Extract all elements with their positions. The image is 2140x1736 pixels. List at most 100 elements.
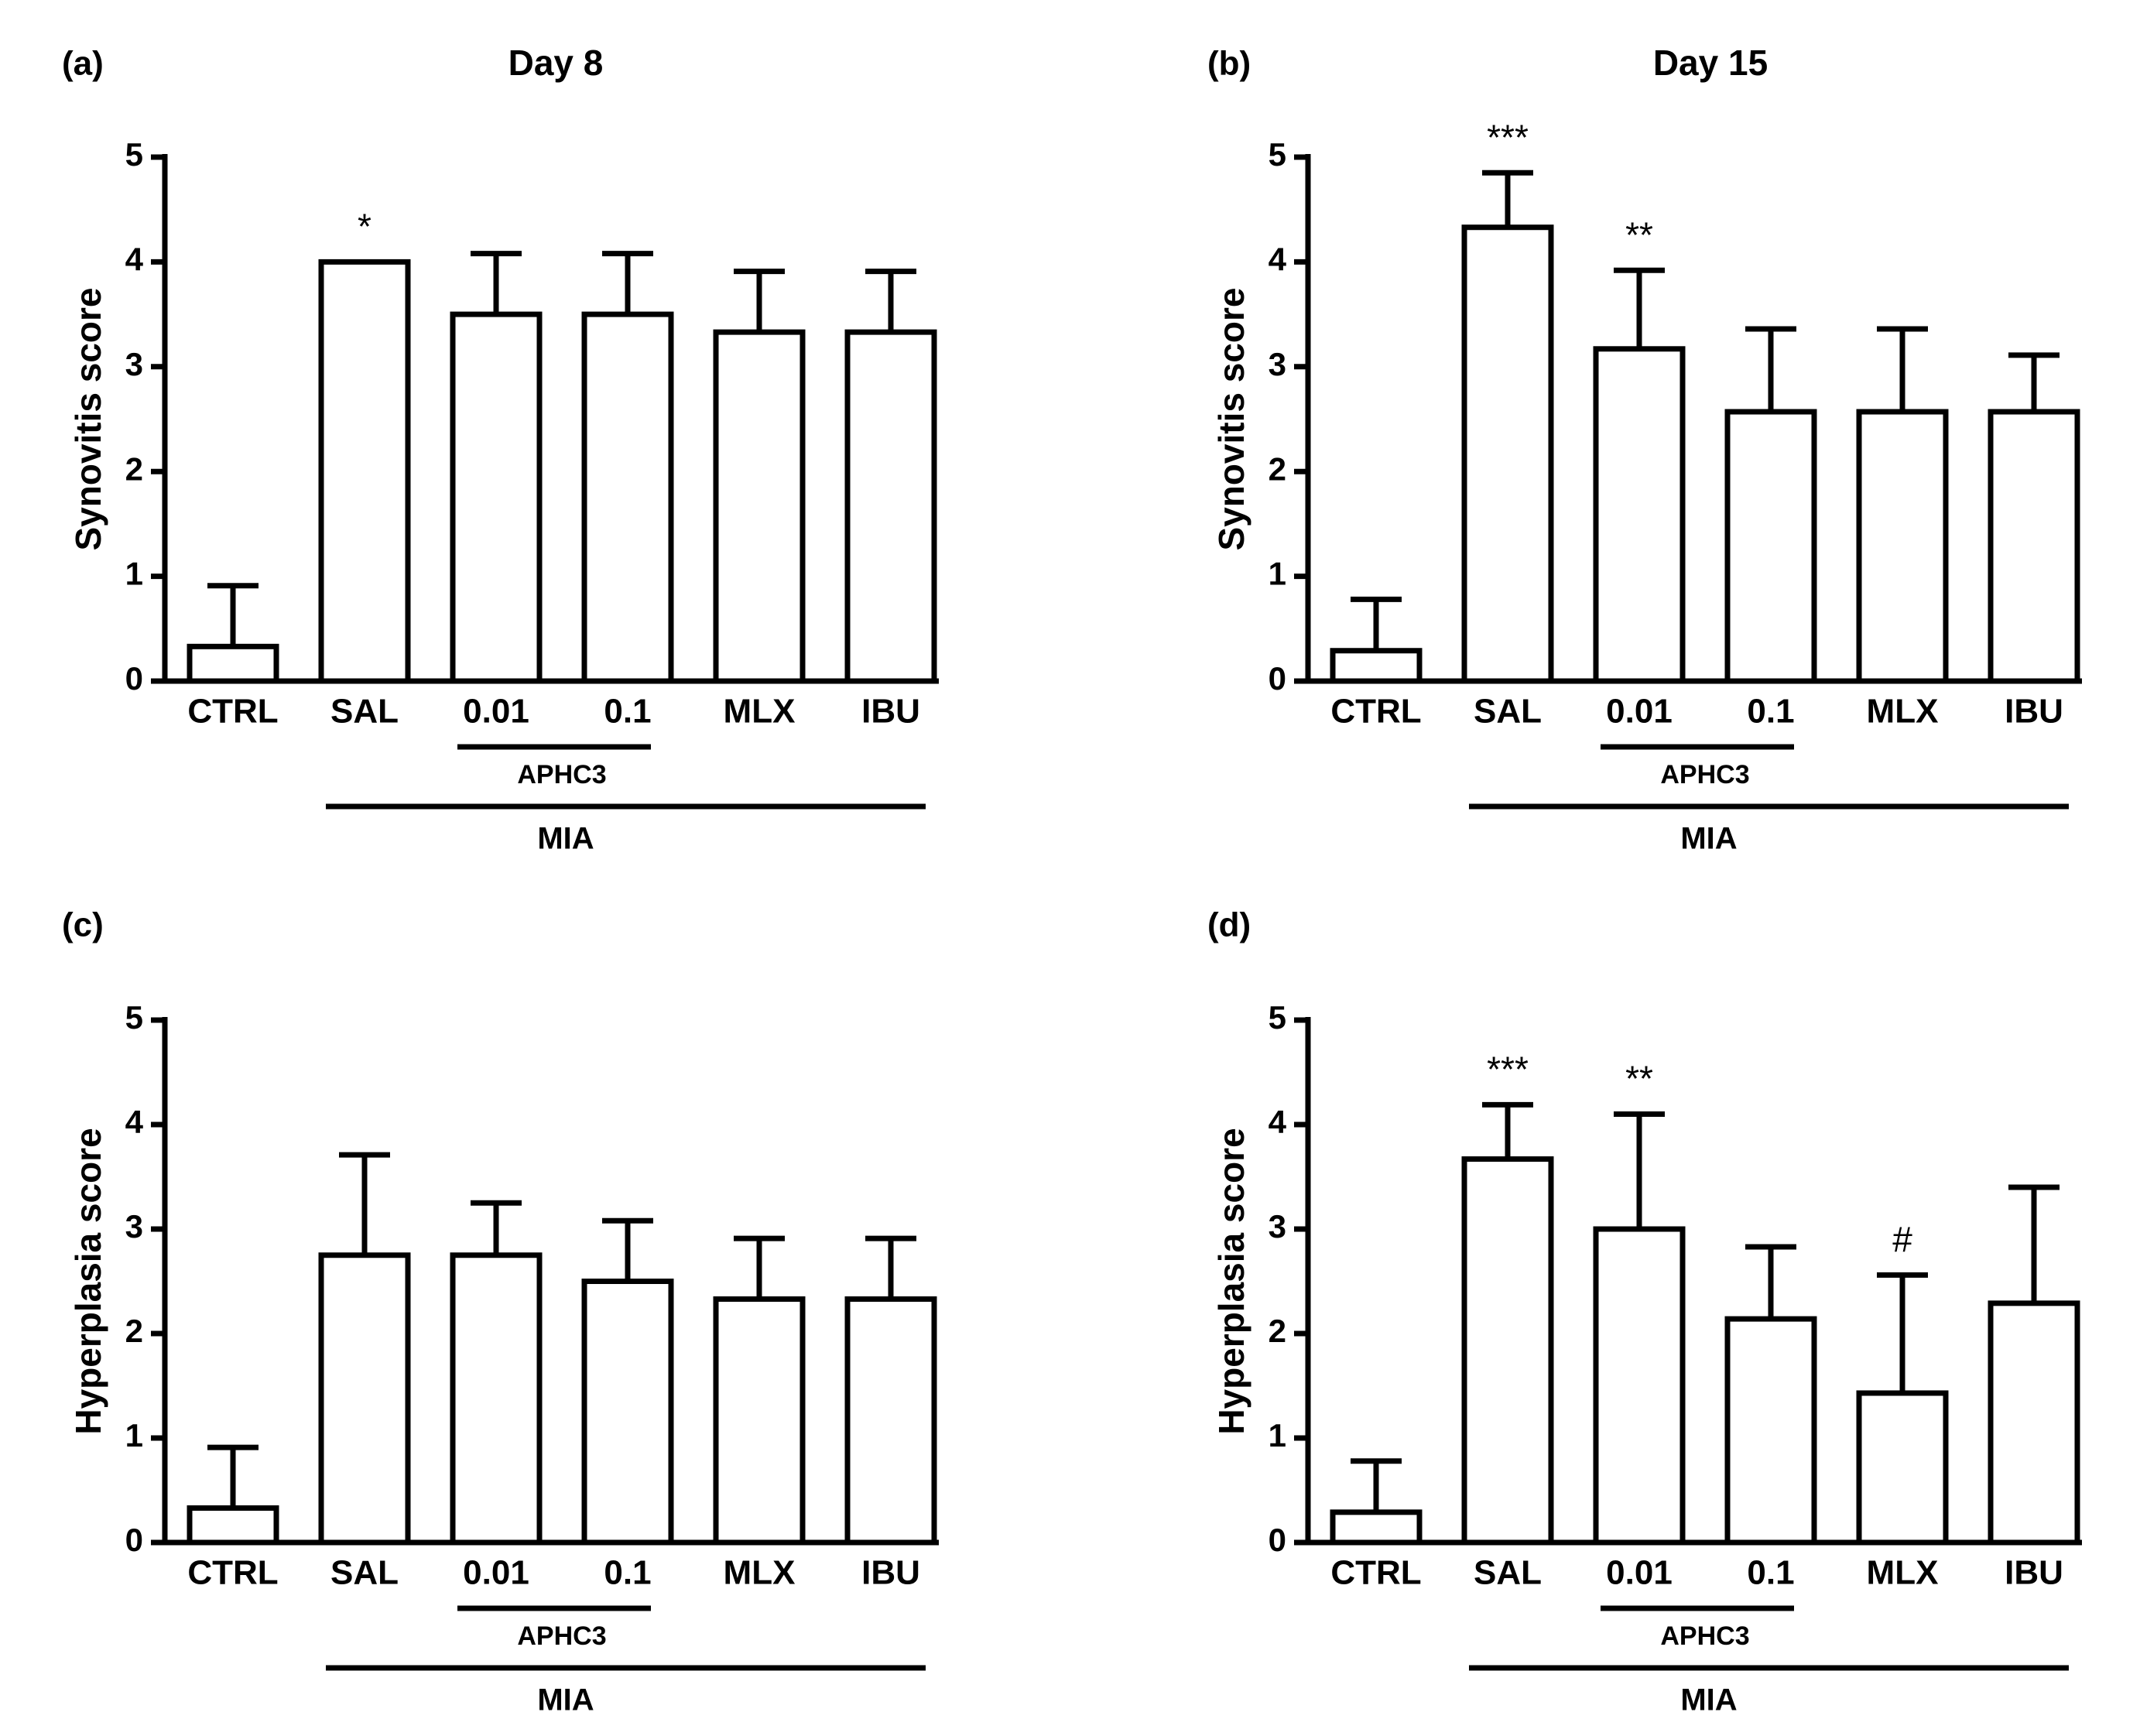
chart-panel-3: (c) Hyperplasia score 0 1 2 3 4 5 CTRL SAL 0.01 0.1…	[62, 906, 939, 1717]
significance-label: #	[1892, 1220, 1912, 1260]
bar	[713, 1296, 806, 1546]
y-tick-label: 0	[125, 660, 143, 697]
y-tick-label: 5	[125, 999, 143, 1036]
y-tick-label: 5	[1269, 999, 1286, 1036]
group-label-outer: MIA	[1680, 822, 1737, 856]
bar	[1330, 1509, 1423, 1546]
bar	[450, 311, 543, 684]
y-tick-label: 1	[1269, 1417, 1286, 1454]
bar	[318, 1252, 411, 1546]
y-tick-label: 4	[1269, 1104, 1287, 1140]
bar	[844, 1296, 937, 1546]
group-label-outer: MIA	[537, 822, 594, 856]
x-tick-label: IBU	[2005, 693, 2063, 731]
chart-title: Day 15	[1653, 43, 1768, 83]
significance-label: **	[1625, 1059, 1653, 1099]
bar	[318, 259, 411, 684]
bar	[1461, 1156, 1554, 1546]
bar	[1593, 1226, 1686, 1546]
group-label-inner: APHC3	[1660, 760, 1749, 789]
y-tick-label: 5	[125, 136, 143, 173]
y-tick-label: 3	[125, 1208, 143, 1245]
bar	[1724, 1316, 1817, 1546]
x-tick-label: CTRL	[1330, 1554, 1421, 1592]
x-tick-label: IBU	[861, 1554, 920, 1592]
x-tick-label: 0.01	[1606, 693, 1673, 731]
x-tick-label: MLX	[724, 693, 796, 731]
group-label-inner: APHC3	[1660, 1621, 1749, 1651]
y-tick-label: 2	[125, 1313, 143, 1349]
y-axis-label: Hyperplasia score	[1211, 1128, 1251, 1434]
x-tick-label: CTRL	[1330, 693, 1421, 731]
y-tick-label: 4	[125, 241, 144, 277]
bar	[1593, 346, 1686, 684]
y-tick-label: 1	[125, 1417, 143, 1454]
y-tick-label: 3	[1269, 346, 1286, 382]
significance-label: **	[1625, 214, 1653, 255]
x-tick-label: MLX	[1867, 693, 1939, 731]
x-tick-label: 0.1	[604, 1554, 651, 1592]
y-tick-label: 5	[1269, 136, 1286, 173]
bar	[187, 1505, 279, 1546]
x-tick-label: 0.01	[463, 693, 529, 731]
x-tick-label: SAL	[330, 1554, 399, 1592]
x-tick-label: IBU	[2005, 1554, 2063, 1592]
y-axis-label: Synovitis score	[68, 287, 108, 550]
panel-label: (c)	[62, 906, 104, 944]
group-label-inner: APHC3	[517, 760, 606, 789]
x-tick-label: 0.01	[463, 1554, 529, 1592]
y-tick-label: 0	[1269, 1522, 1286, 1558]
panel-label: (a)	[62, 45, 104, 83]
y-tick-label: 1	[1269, 556, 1286, 592]
y-axis-label: Synovitis score	[1211, 287, 1251, 550]
bar	[1461, 224, 1554, 684]
bar	[1856, 1390, 1949, 1546]
y-tick-label: 0	[125, 1522, 143, 1558]
x-tick-label: 0.1	[1747, 1554, 1794, 1592]
x-tick-label: MLX	[724, 1554, 796, 1592]
bar	[1856, 409, 1949, 684]
bar	[844, 329, 937, 684]
y-tick-label: 4	[1269, 241, 1287, 277]
y-tick-label: 1	[125, 556, 143, 592]
y-tick-label: 2	[125, 450, 143, 487]
chart-title: Day 8	[508, 43, 604, 83]
y-tick-label: 2	[1269, 450, 1286, 487]
y-tick-label: 3	[125, 346, 143, 382]
significance-label: ***	[1487, 117, 1529, 157]
bar	[1988, 1300, 2080, 1546]
x-tick-label: MLX	[1867, 1554, 1939, 1592]
x-tick-label: SAL	[1474, 1554, 1542, 1592]
chart-panel-2: (b) Day 15 Synovitis score 0 1 2 3 4 5 CTRL *** SAL…	[1207, 43, 2082, 856]
group-label-outer: MIA	[1680, 1683, 1737, 1717]
chart-panel-4: (d) Hyperplasia score 0 1 2 3 4 5 CTRL *** SAL ** 0.…	[1207, 906, 2082, 1717]
bar	[581, 1279, 674, 1546]
chart-panel-1: (a) Day 8 Synovitis score 0 1 2 3 4 5 CTRL * SAL 0.0…	[62, 43, 939, 856]
panel-label: (b)	[1207, 45, 1251, 83]
group-label-outer: MIA	[537, 1683, 594, 1717]
bar	[713, 329, 806, 684]
y-tick-label: 2	[1269, 1313, 1286, 1349]
bar	[1988, 409, 2080, 684]
x-tick-label: 0.1	[604, 693, 651, 731]
x-tick-label: IBU	[861, 693, 920, 731]
x-tick-label: CTRL	[187, 693, 278, 731]
x-tick-label: 0.1	[1747, 693, 1794, 731]
y-tick-label: 0	[1269, 660, 1286, 697]
bar	[187, 643, 279, 684]
x-tick-label: 0.01	[1606, 1554, 1673, 1592]
bar	[1330, 648, 1423, 684]
bar	[1724, 409, 1817, 684]
panel-label: (d)	[1207, 906, 1251, 944]
bar	[581, 311, 674, 684]
y-tick-label: 4	[125, 1104, 144, 1140]
y-axis-label: Hyperplasia score	[68, 1128, 108, 1434]
x-tick-label: CTRL	[187, 1554, 278, 1592]
x-tick-label: SAL	[330, 693, 399, 731]
group-label-inner: APHC3	[517, 1621, 606, 1651]
significance-label: ***	[1487, 1049, 1529, 1090]
significance-label: *	[358, 207, 372, 247]
y-tick-label: 3	[1269, 1208, 1286, 1245]
bar	[450, 1252, 543, 1546]
